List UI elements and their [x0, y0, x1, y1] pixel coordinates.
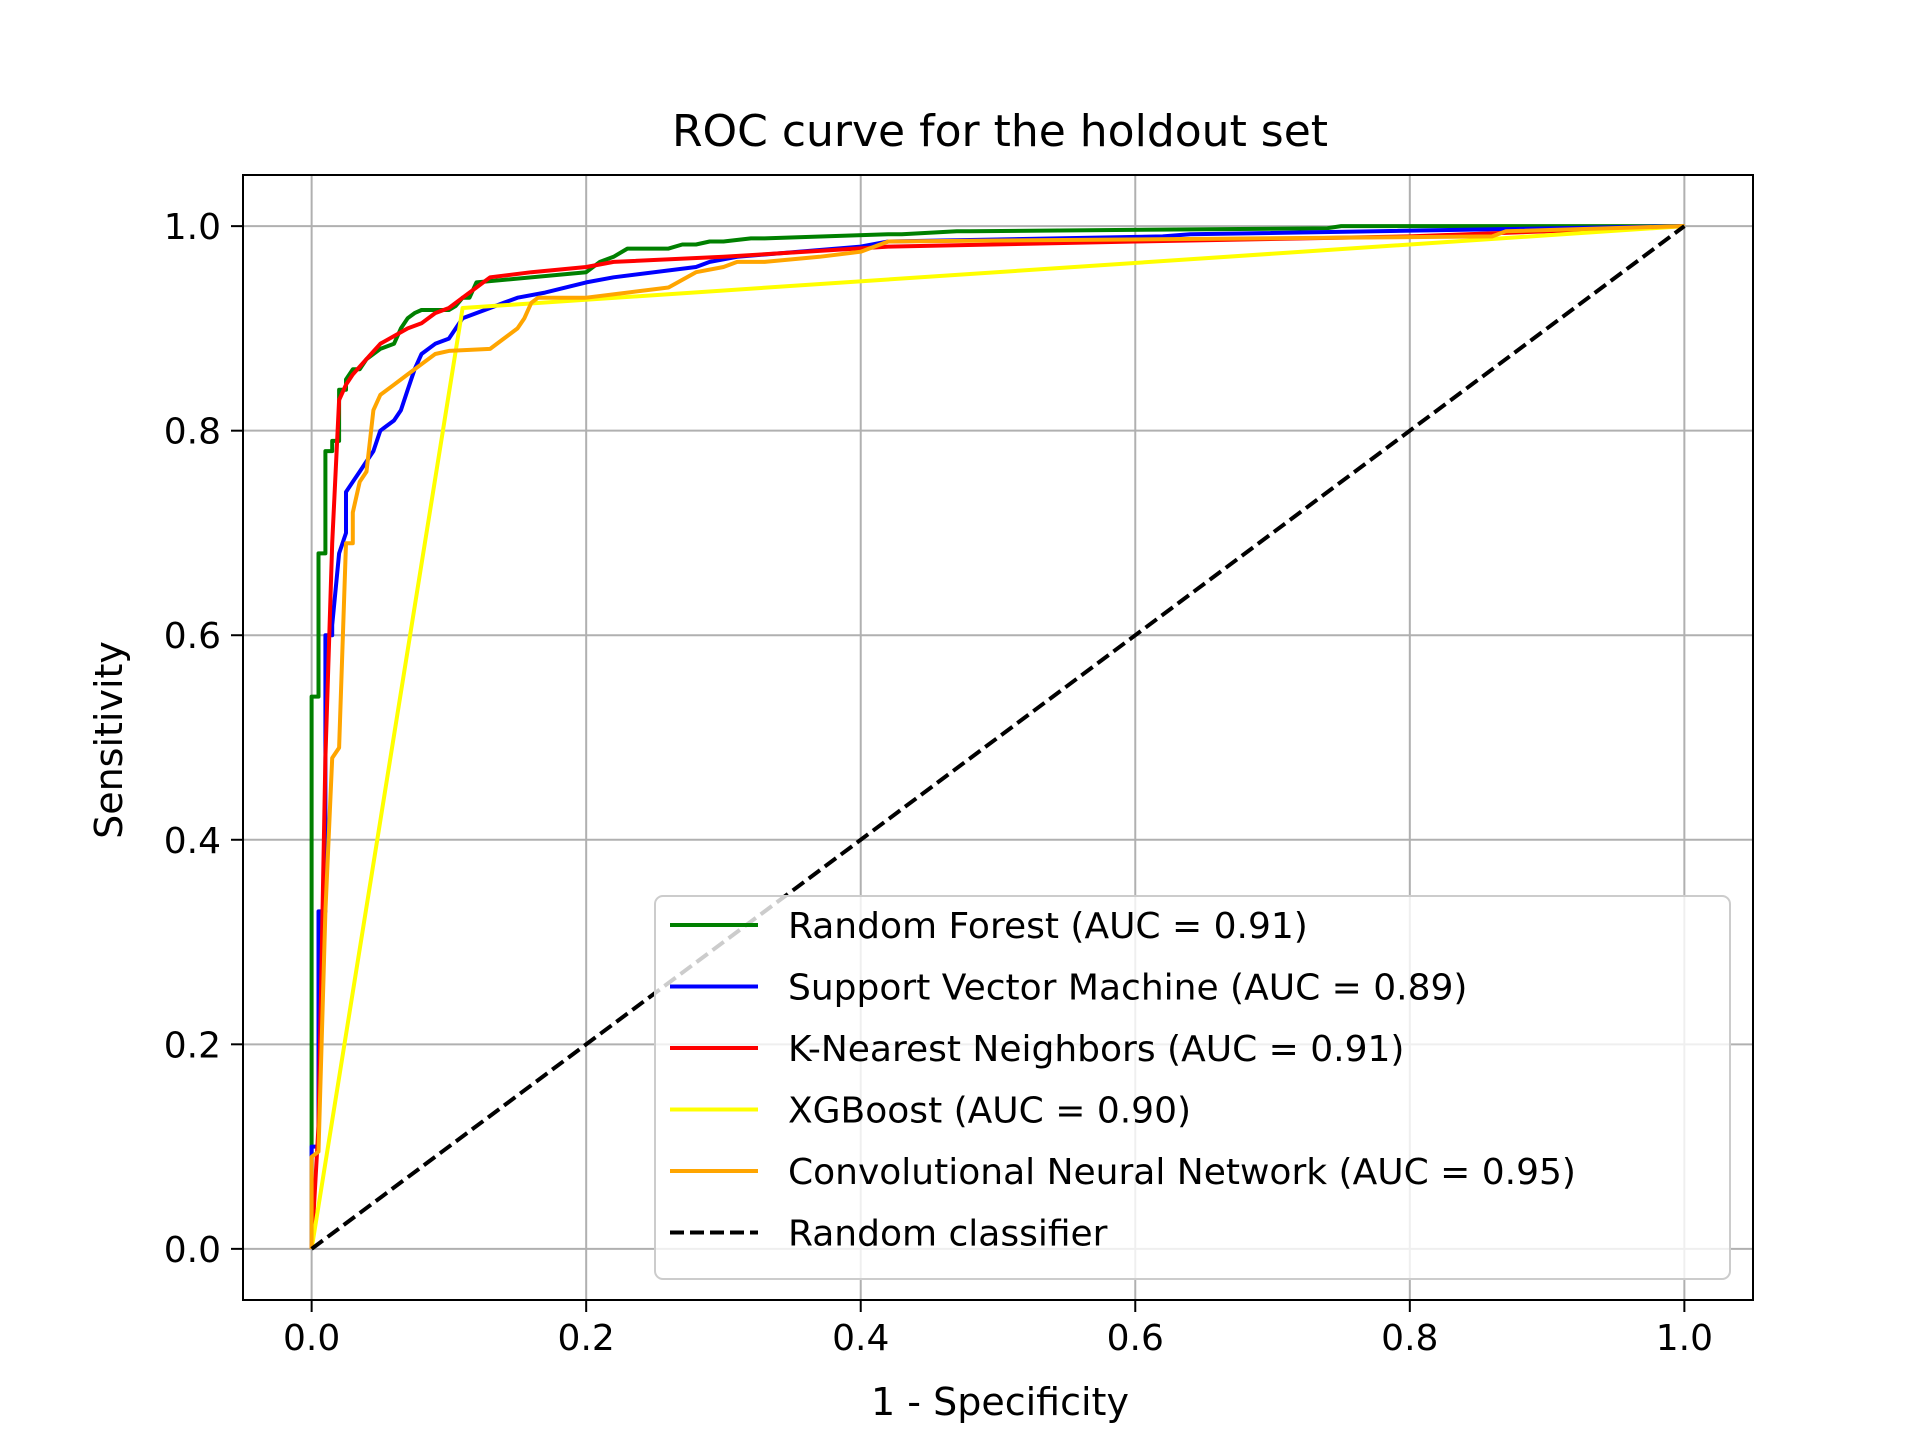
- grid-lines: [243, 175, 1753, 1300]
- y-tick-label: 0.2: [164, 1025, 221, 1066]
- legend: Random Forest (AUC = 0.91) Support Vector…: [654, 895, 1731, 1280]
- series-line-2: [309, 224, 1685, 1249]
- legend-label: Convolutional Neural Network (AUC = 0.95…: [788, 1152, 1576, 1193]
- x-tick-label: 0.0: [283, 1318, 340, 1359]
- x-axis-label: 1 - Specificity: [871, 1380, 1129, 1424]
- y-tick-label: 0.6: [164, 616, 221, 657]
- legend-label: Support Vector Machine (AUC = 0.89): [788, 968, 1467, 1009]
- series-line-6: [310, 224, 1686, 1251]
- x-tick-label: 0.8: [1381, 1318, 1438, 1359]
- legend-label: Random Forest (AUC = 0.91): [788, 906, 1308, 947]
- axes-frame: [242, 174, 1754, 1301]
- series-line-4: [309, 224, 1685, 1250]
- x-tick-label: 0.2: [558, 1318, 615, 1359]
- series-lines: [309, 224, 1686, 1251]
- chart-title: ROC curve for the holdout set: [672, 106, 1328, 157]
- y-axis-label: Sensitivity: [87, 641, 131, 839]
- series-line-5: [309, 224, 1685, 1249]
- y-tick-label: 0.0: [164, 1230, 221, 1271]
- x-tick-label: 0.6: [1107, 1318, 1164, 1359]
- legend-label: Random classifier: [788, 1214, 1108, 1255]
- legend-label: K-Nearest Neighbors (AUC = 0.91): [788, 1029, 1404, 1070]
- x-tick-label: 1.0: [1656, 1318, 1713, 1359]
- legend-entries: Random Forest (AUC = 0.91) Support Vector…: [670, 906, 1576, 1255]
- legend-label: XGBoost (AUC = 0.90): [788, 1091, 1191, 1132]
- legend-box: [654, 895, 1731, 1280]
- y-tick-label: 0.4: [164, 821, 221, 862]
- x-tick-label: 0.4: [832, 1318, 889, 1359]
- series-line-3: [309, 224, 1685, 1250]
- axis-ticks: 0.0 0.2 0.4 0.6 0.8 1.0 0.0 0.2 0.4 0.6 0.8 1.0: [164, 207, 1713, 1359]
- y-tick-label: 0.8: [164, 412, 221, 453]
- y-tick-label: 1.0: [164, 207, 221, 248]
